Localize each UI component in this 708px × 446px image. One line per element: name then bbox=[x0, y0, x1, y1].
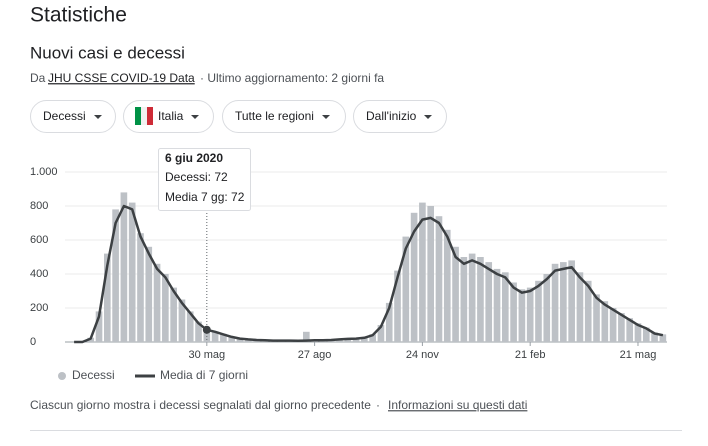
bar bbox=[145, 246, 153, 342]
page-title: Statistiche bbox=[30, 4, 127, 27]
bar bbox=[460, 257, 468, 342]
bar bbox=[120, 192, 128, 342]
bar bbox=[352, 338, 360, 342]
bar bbox=[427, 206, 435, 342]
filter-region[interactable]: Tutte le regioni bbox=[222, 100, 346, 133]
bar bbox=[601, 301, 609, 342]
bar bbox=[526, 287, 534, 342]
bar bbox=[609, 308, 617, 342]
bar bbox=[128, 202, 136, 342]
bar bbox=[452, 246, 459, 342]
legend-label: Media di 7 giorni bbox=[160, 368, 248, 382]
bar bbox=[236, 338, 244, 342]
bar bbox=[543, 274, 551, 342]
tooltip-average: Media 7 gg: 72 bbox=[165, 190, 245, 204]
bar bbox=[518, 289, 526, 342]
filter-label: Tutte le regioni bbox=[235, 109, 314, 123]
bar bbox=[568, 260, 575, 342]
bar bbox=[203, 329, 211, 342]
bar bbox=[501, 272, 509, 342]
footer-link[interactable]: Informazioni su questi dati bbox=[388, 398, 527, 412]
bar bbox=[443, 229, 451, 342]
bar bbox=[651, 332, 658, 342]
bar bbox=[493, 268, 501, 342]
x-tick-label: 30 mag bbox=[188, 349, 225, 361]
section-title: Nuovi casi e decessi bbox=[30, 43, 185, 62]
bar bbox=[576, 272, 584, 342]
y-tick-label: 0 bbox=[30, 336, 36, 348]
source-prefix: Da bbox=[30, 71, 46, 85]
bar bbox=[162, 274, 169, 342]
bar bbox=[634, 323, 642, 342]
bar bbox=[385, 302, 393, 342]
bar bbox=[626, 318, 634, 342]
bar bbox=[419, 202, 426, 342]
bar bbox=[186, 311, 194, 342]
bar bbox=[394, 270, 401, 342]
footer-separator: · bbox=[376, 398, 380, 412]
tooltip-value: Decessi: 72 bbox=[165, 170, 228, 184]
bar bbox=[377, 325, 385, 342]
bar bbox=[137, 233, 144, 342]
footer-note: Ciascun giorno mostra i decessi segnalat… bbox=[30, 398, 371, 412]
bar bbox=[178, 299, 186, 342]
bar bbox=[195, 321, 202, 342]
bar bbox=[112, 209, 119, 342]
bar bbox=[410, 212, 418, 342]
bar bbox=[103, 253, 111, 342]
hover-point bbox=[202, 325, 211, 334]
bar bbox=[211, 331, 219, 342]
bar bbox=[220, 333, 227, 342]
x-tick-label: 21 mag bbox=[620, 349, 657, 361]
bar bbox=[369, 334, 376, 342]
y-tick-label: 400 bbox=[30, 268, 48, 280]
y-tick-label: 800 bbox=[30, 200, 48, 212]
bar bbox=[402, 236, 410, 342]
bar bbox=[170, 287, 177, 342]
x-tick-label: 27 ago bbox=[298, 349, 332, 361]
legend-dot bbox=[58, 372, 66, 380]
filter-country[interactable]: Italia bbox=[123, 100, 214, 133]
bar bbox=[560, 262, 567, 342]
bar bbox=[535, 280, 542, 342]
tooltip-date: 6 giu 2020 bbox=[165, 151, 223, 165]
bar bbox=[468, 253, 476, 342]
bar bbox=[477, 257, 484, 342]
x-tick-label: 24 nov bbox=[406, 349, 440, 361]
bar bbox=[95, 311, 103, 342]
y-tick-label: 1.000 bbox=[30, 166, 58, 178]
bar bbox=[302, 331, 310, 342]
bar bbox=[344, 338, 352, 342]
updated: · Ultimo aggiornamento: 2 giorni fa bbox=[200, 71, 384, 85]
tooltip: 6 giu 2020 Decessi: 72 Media 7 gg: 72 bbox=[158, 148, 251, 211]
bar bbox=[510, 282, 517, 342]
filter-deaths[interactable]: Decessi bbox=[30, 100, 116, 133]
bar bbox=[485, 262, 493, 342]
average-line bbox=[74, 204, 664, 344]
bar bbox=[618, 313, 625, 342]
chart: 0 200 400 600 800 1.000 30 mag 27 ago 24 nov 21 f… bbox=[30, 166, 667, 361]
x-tick-label: 21 feb bbox=[515, 349, 546, 361]
bar bbox=[642, 327, 650, 342]
bar bbox=[593, 294, 600, 342]
filter-label: Dall'inizio bbox=[366, 109, 417, 123]
bar bbox=[584, 280, 592, 342]
y-tick-label: 600 bbox=[30, 234, 48, 246]
bar bbox=[659, 334, 667, 342]
legend-label: Decessi bbox=[72, 368, 115, 382]
bar bbox=[551, 263, 559, 342]
bar bbox=[361, 337, 368, 342]
bar bbox=[228, 336, 236, 342]
filter-label: Decessi bbox=[43, 109, 86, 123]
filter-label: Italia bbox=[158, 109, 184, 123]
bar bbox=[153, 263, 161, 342]
filter-period[interactable]: Dall'inizio bbox=[353, 100, 447, 133]
bar bbox=[435, 216, 443, 342]
y-tick-label: 200 bbox=[30, 302, 48, 314]
source-link[interactable]: JHU CSSE COVID-19 Data bbox=[48, 71, 195, 85]
